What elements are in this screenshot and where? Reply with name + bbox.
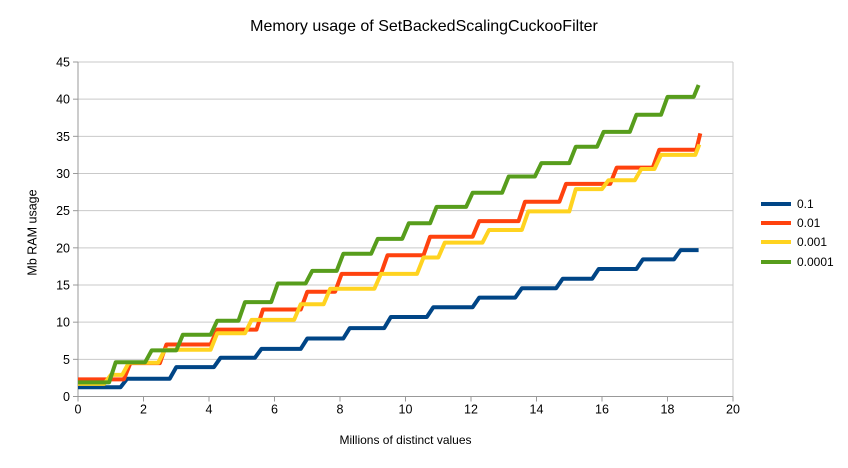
legend-line-swatch bbox=[761, 259, 791, 264]
legend-item: 0.001 bbox=[761, 233, 834, 252]
x-tick-label: 14 bbox=[530, 403, 544, 417]
legend-label: 0.1 bbox=[797, 196, 814, 211]
legend-line-swatch bbox=[761, 221, 791, 226]
legend-label: 0.0001 bbox=[797, 254, 834, 269]
legend-label: 0.001 bbox=[797, 235, 828, 250]
x-axis-title: Millions of distinct values bbox=[339, 433, 472, 447]
x-tick-label: 0 bbox=[75, 403, 82, 417]
legend: 0.1 0.01 0.001 0.0001 bbox=[761, 194, 834, 272]
series-line-0.0001 bbox=[78, 84, 701, 385]
y-tick-label: 35 bbox=[56, 130, 70, 144]
x-tick-label: 4 bbox=[206, 403, 213, 417]
legend-label: 0.01 bbox=[797, 216, 821, 231]
legend-item: 0.0001 bbox=[761, 252, 834, 271]
x-tick-label: 2 bbox=[140, 403, 147, 417]
series-line-0.01 bbox=[78, 132, 703, 382]
x-tick-label: 10 bbox=[399, 403, 413, 417]
legend-item: 0.01 bbox=[761, 213, 834, 232]
series-line-0.1 bbox=[78, 248, 699, 390]
y-tick-label: 30 bbox=[56, 167, 70, 181]
x-tick-label: 6 bbox=[271, 403, 278, 417]
y-tick-label: 0 bbox=[63, 390, 70, 404]
legend-item: 0.1 bbox=[761, 194, 834, 213]
x-tick-label: 12 bbox=[464, 403, 478, 417]
series-line-0.001 bbox=[78, 143, 702, 386]
y-tick-label: 15 bbox=[56, 279, 70, 293]
y-tick-label: 45 bbox=[56, 56, 70, 70]
y-tick-label: 20 bbox=[56, 241, 70, 255]
x-tick-label: 20 bbox=[726, 403, 740, 417]
y-tick-label: 10 bbox=[56, 316, 70, 330]
y-axis-title: Mb RAM usage bbox=[25, 189, 40, 276]
y-tick-label: 5 bbox=[63, 353, 70, 367]
legend-line-swatch bbox=[761, 240, 791, 245]
chart-title: Memory usage of SetBackedScalingCuckooFi… bbox=[250, 18, 598, 35]
y-tick-label: 40 bbox=[56, 93, 70, 107]
y-tick-label: 25 bbox=[56, 204, 70, 218]
x-tick-label: 16 bbox=[595, 403, 609, 417]
x-tick-label: 8 bbox=[337, 403, 344, 417]
x-tick-label: 18 bbox=[661, 403, 675, 417]
legend-line-swatch bbox=[761, 201, 791, 206]
